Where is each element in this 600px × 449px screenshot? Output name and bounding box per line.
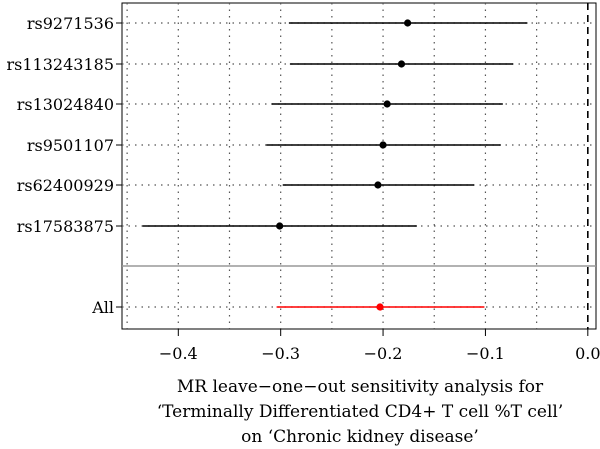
y-tick-label: rs9501107 xyxy=(27,136,114,155)
data-marks xyxy=(142,19,528,311)
x-tick-label: −0.1 xyxy=(466,344,505,363)
point-estimate-marker xyxy=(397,60,406,68)
grid xyxy=(122,3,596,329)
x-tick-label: 0.0 xyxy=(575,344,600,363)
point-estimate-marker xyxy=(383,100,391,108)
point-estimate-marker xyxy=(379,141,387,149)
point-estimate-marker xyxy=(376,303,384,311)
y-tick-label: rs13024840 xyxy=(17,95,114,114)
y-tick-label: All xyxy=(91,298,114,317)
point-estimate-marker xyxy=(374,181,382,189)
y-tick-label: rs62400929 xyxy=(17,176,114,195)
x-axis-label-line-2: ‘Terminally Differentiated CD4+ T cell %… xyxy=(157,402,564,422)
point-estimate-marker xyxy=(404,19,412,27)
point-estimate-marker xyxy=(276,222,284,230)
x-tick-label: −0.3 xyxy=(261,344,300,363)
y-tick-label: rs113243185 xyxy=(7,55,114,74)
y-tick-label: rs9271536 xyxy=(27,14,114,33)
x-axis: −0.4 −0.3 −0.2 −0.1 0.0 xyxy=(159,329,600,363)
x-axis-label: MR leave−one−out sensitivity analysis fo… xyxy=(157,377,564,447)
x-axis-label-line-1: MR leave−one−out sensitivity analysis fo… xyxy=(177,377,544,397)
x-tick-label: −0.2 xyxy=(364,344,403,363)
x-tick-label: −0.4 xyxy=(159,344,198,363)
y-tick-label: rs17583875 xyxy=(17,217,114,236)
x-axis-label-line-3: on ‘Chronic kidney disease’ xyxy=(241,427,479,447)
y-tick-labels: rs9271536 rs113243185 rs13024840 rs9501107 r… xyxy=(7,14,122,317)
plot-area-border xyxy=(121,2,597,330)
